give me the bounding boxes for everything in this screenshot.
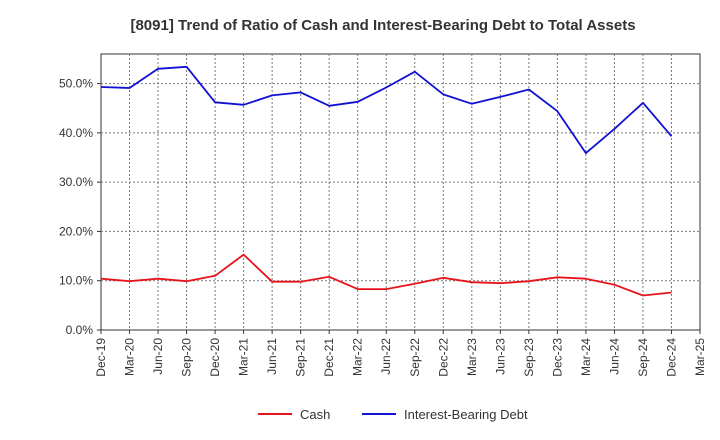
- x-tick-label: Dec-20: [208, 338, 222, 377]
- x-tick-label: Sep-23: [522, 338, 536, 377]
- x-tick-label: Sep-24: [636, 338, 650, 377]
- x-tick-label: Sep-21: [294, 338, 308, 377]
- legend-label-interest-bearing-debt: Interest-Bearing Debt: [404, 407, 528, 422]
- x-tick-label: Mar-20: [123, 338, 137, 376]
- x-tick-label: Dec-22: [436, 338, 450, 377]
- x-tick-label: Mar-23: [465, 338, 479, 376]
- y-tick-label: 0.0%: [66, 323, 94, 337]
- x-tick-label: Mar-24: [579, 338, 593, 376]
- legend: Cash Interest-Bearing Debt: [258, 407, 528, 422]
- x-tick-label: Mar-25: [693, 338, 707, 376]
- x-tick-label: Sep-22: [408, 338, 422, 377]
- y-tick-label: 40.0%: [59, 126, 93, 140]
- y-tick-label: 10.0%: [59, 274, 93, 288]
- x-tick-label: Dec-21: [322, 338, 336, 377]
- x-tick-label: Mar-22: [351, 338, 365, 376]
- x-tick-label: Jun-20: [151, 338, 165, 375]
- legend-label-cash: Cash: [300, 407, 330, 422]
- x-tick-label: Mar-21: [237, 338, 251, 376]
- series-line-cash: [100, 253, 672, 297]
- x-tick-label: Dec-19: [94, 338, 108, 377]
- x-tick-label: Jun-22: [379, 338, 393, 375]
- x-tick-label: Jun-21: [265, 338, 279, 375]
- series-lines: [100, 65, 673, 297]
- plot-area: [100, 53, 701, 331]
- x-tick-label: Dec-24: [664, 338, 678, 377]
- x-tick-label: Jun-23: [493, 338, 507, 375]
- y-tick-label: 20.0%: [59, 224, 93, 238]
- chart-title: [8091] Trend of Ratio of Cash and Intere…: [130, 17, 635, 34]
- y-tick-label: 50.0%: [59, 77, 93, 91]
- series-line-interest-bearing-debt: [100, 65, 673, 155]
- y-axis: 0.0% 10.0% 20.0% 30.0% 40.0% 50.0%: [59, 77, 101, 337]
- y-tick-label: 30.0%: [59, 175, 93, 189]
- x-axis: Dec-19 Mar-20 Jun-20 Sep-20 Dec-20 Mar-21 Jun-…: [94, 330, 707, 377]
- x-tick-label: Jun-24: [607, 338, 621, 375]
- x-tick-label: Sep-20: [180, 338, 194, 377]
- x-tick-label: Dec-23: [550, 338, 564, 377]
